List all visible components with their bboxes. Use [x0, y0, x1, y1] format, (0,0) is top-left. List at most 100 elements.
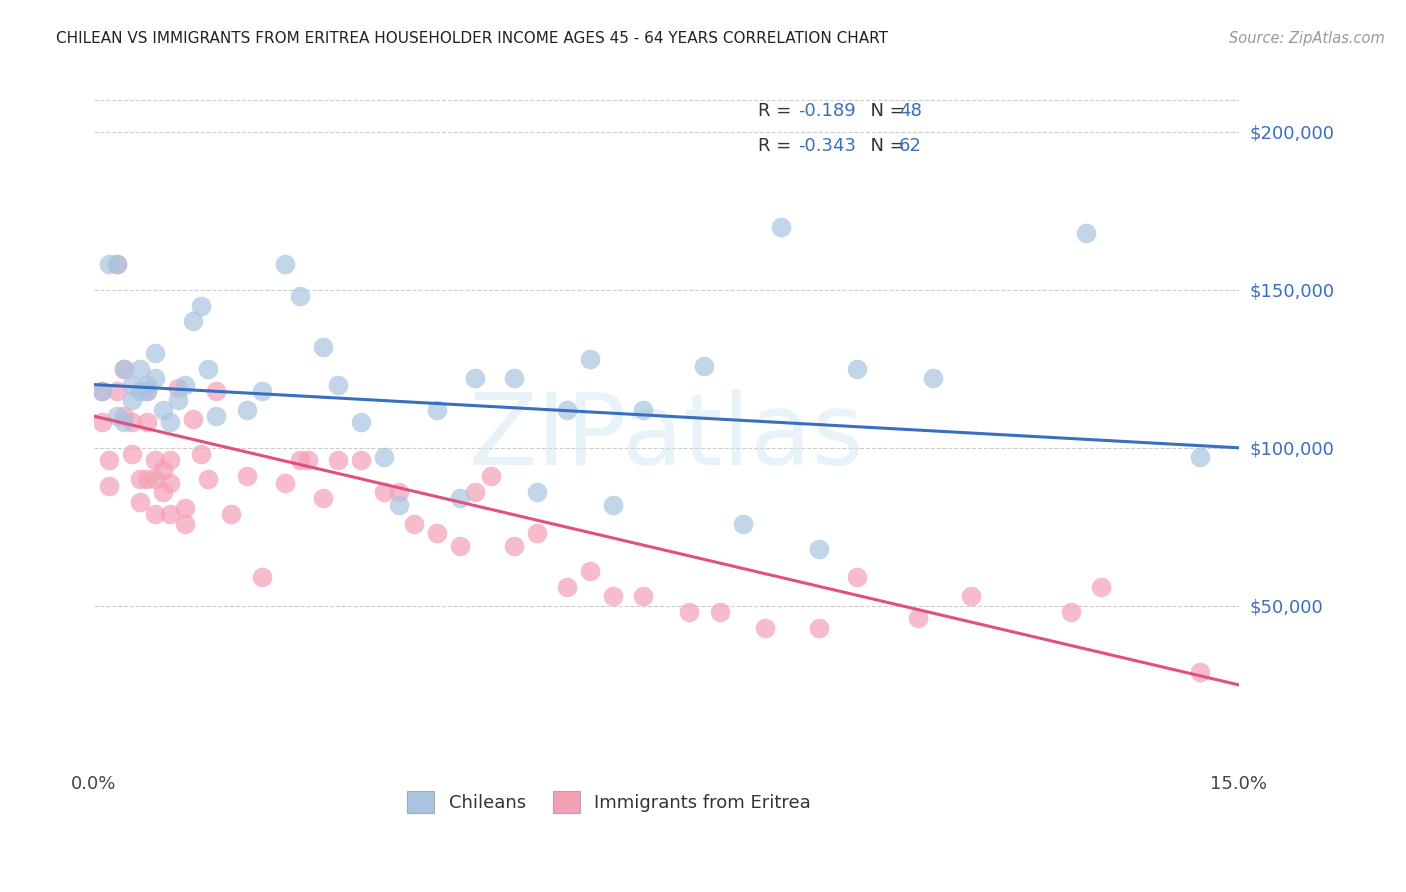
Point — [152, 463, 174, 477]
Text: -0.189: -0.189 — [797, 102, 855, 120]
Point — [121, 377, 143, 392]
Point — [105, 409, 128, 424]
Point — [693, 359, 716, 373]
Point — [907, 611, 929, 625]
Point — [114, 361, 136, 376]
Point — [90, 384, 112, 398]
Point — [235, 469, 257, 483]
Point — [143, 346, 166, 360]
Point — [579, 352, 602, 367]
Point — [181, 412, 204, 426]
Point — [174, 377, 197, 392]
Point — [98, 453, 121, 467]
Point — [273, 475, 295, 490]
Point — [136, 377, 159, 392]
Point — [388, 498, 411, 512]
Point — [143, 371, 166, 385]
Point — [143, 507, 166, 521]
Point — [602, 590, 624, 604]
Point — [1074, 226, 1097, 240]
Point — [1090, 580, 1112, 594]
Text: N =: N = — [859, 137, 911, 155]
Point — [128, 494, 150, 508]
Point — [174, 500, 197, 515]
Point — [502, 539, 524, 553]
Text: R =: R = — [758, 137, 797, 155]
Point — [167, 381, 190, 395]
Point — [197, 361, 219, 376]
Point — [846, 361, 869, 376]
Point — [250, 384, 273, 398]
Point — [114, 409, 136, 424]
Point — [205, 409, 228, 424]
Point — [350, 453, 373, 467]
Point — [250, 570, 273, 584]
Point — [1059, 605, 1081, 619]
Point — [159, 416, 181, 430]
Point — [297, 453, 319, 467]
Point — [526, 526, 548, 541]
Text: CHILEAN VS IMMIGRANTS FROM ERITREA HOUSEHOLDER INCOME AGES 45 - 64 YEARS CORRELA: CHILEAN VS IMMIGRANTS FROM ERITREA HOUSE… — [56, 31, 889, 46]
Point — [105, 257, 128, 271]
Point — [128, 361, 150, 376]
Point — [288, 289, 311, 303]
Point — [754, 621, 776, 635]
Point — [769, 219, 792, 234]
Point — [143, 453, 166, 467]
Point — [181, 314, 204, 328]
Point — [121, 447, 143, 461]
Point — [190, 447, 212, 461]
Point — [90, 416, 112, 430]
Point — [152, 485, 174, 500]
Point — [326, 453, 349, 467]
Point — [449, 491, 471, 506]
Point — [709, 605, 731, 619]
Point — [426, 526, 449, 541]
Point — [555, 580, 578, 594]
Text: Source: ZipAtlas.com: Source: ZipAtlas.com — [1229, 31, 1385, 46]
Point — [807, 621, 830, 635]
Point — [678, 605, 700, 619]
Point — [159, 453, 181, 467]
Point — [219, 507, 242, 521]
Point — [90, 384, 112, 398]
Point — [121, 393, 143, 408]
Point — [98, 257, 121, 271]
Point — [373, 485, 395, 500]
Text: R =: R = — [758, 102, 797, 120]
Point — [152, 402, 174, 417]
Point — [136, 416, 159, 430]
Point — [633, 402, 655, 417]
Point — [143, 472, 166, 486]
Point — [579, 564, 602, 578]
Point — [121, 416, 143, 430]
Point — [136, 384, 159, 398]
Point — [960, 590, 983, 604]
Point — [846, 570, 869, 584]
Point — [114, 361, 136, 376]
Point — [326, 377, 349, 392]
Point — [922, 371, 945, 385]
Point — [807, 541, 830, 556]
Point — [479, 469, 502, 483]
Text: 48: 48 — [898, 102, 922, 120]
Point — [136, 384, 159, 398]
Point — [404, 516, 426, 531]
Point — [167, 393, 190, 408]
Point — [555, 402, 578, 417]
Point — [526, 485, 548, 500]
Point — [602, 498, 624, 512]
Point — [288, 453, 311, 467]
Point — [1189, 665, 1212, 680]
Point — [426, 402, 449, 417]
Text: N =: N = — [859, 102, 911, 120]
Point — [388, 485, 411, 500]
Point — [105, 257, 128, 271]
Text: -0.343: -0.343 — [797, 137, 856, 155]
Point — [633, 590, 655, 604]
Point — [464, 485, 486, 500]
Text: 62: 62 — [898, 137, 922, 155]
Point — [159, 475, 181, 490]
Point — [105, 384, 128, 398]
Point — [98, 479, 121, 493]
